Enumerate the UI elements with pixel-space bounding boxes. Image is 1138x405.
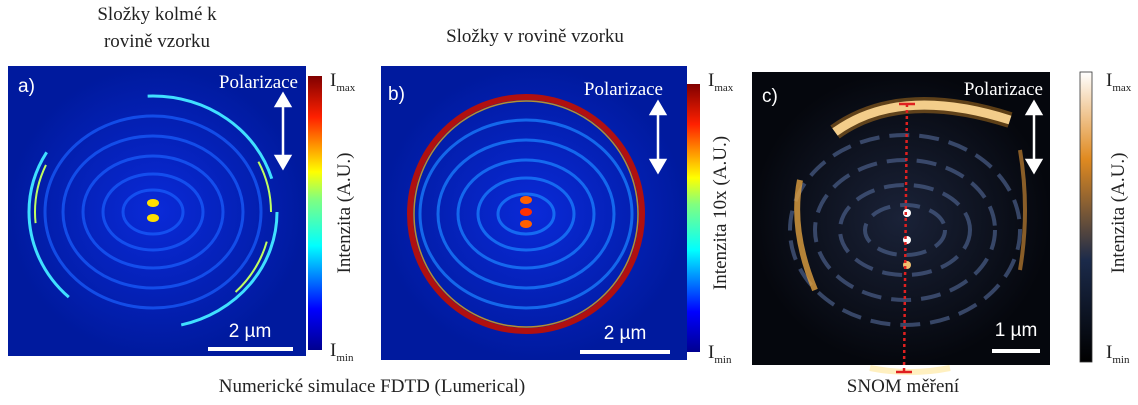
panel-a-image — [8, 66, 306, 356]
text-part: I — [330, 70, 336, 91]
panel-c-image — [752, 72, 1050, 375]
scalebar — [208, 347, 293, 351]
text-part: max — [336, 82, 355, 94]
polarization-label: Polarizace — [584, 79, 663, 100]
scalebar-label: 2 µm — [604, 323, 647, 344]
scalebar-label: 2 µm — [229, 321, 272, 342]
colorbar-title: Intenzita (A.U.) — [334, 153, 355, 274]
caption: SNOM měření — [847, 376, 960, 397]
polarization-label: Polarizace — [219, 72, 298, 93]
text-part: min — [336, 352, 354, 364]
colorbar-max: Imax — [330, 70, 356, 94]
colorbar-title: Intenzita 10x (A.U.) — [710, 136, 731, 290]
panel-b-image — [381, 66, 687, 360]
colorbar — [687, 84, 700, 352]
text-part: max — [714, 82, 733, 94]
panel-label: a) — [18, 76, 35, 97]
polarization-arrow — [648, 99, 668, 175]
panel-label: c) — [762, 86, 778, 107]
panel-title: Složky v rovině vzorku — [446, 26, 624, 47]
scalebar — [992, 349, 1040, 353]
panel-label: b) — [388, 84, 405, 105]
text-part: I — [1106, 342, 1112, 363]
text-part: min — [1112, 354, 1130, 366]
colorbar-title: Intenzita (A.U.) — [1108, 153, 1129, 274]
text-part: min — [714, 354, 732, 366]
colorbar — [308, 76, 322, 350]
polarization-arrow — [273, 91, 293, 171]
polarization-label: Polarizace — [964, 79, 1043, 100]
colorbar-max: Imax — [708, 70, 734, 94]
polarization-arrow — [1024, 99, 1044, 175]
panel-title: rovině vzorku — [104, 31, 211, 52]
text-part: I — [708, 70, 714, 91]
text-part: I — [1106, 70, 1112, 91]
scalebar-label: 1 µm — [995, 320, 1038, 341]
colorbar-max: Imax — [1106, 70, 1132, 94]
colorbar-min: Imin — [1106, 342, 1130, 366]
colorbar — [1079, 71, 1093, 363]
text-part: I — [330, 340, 336, 361]
text-part: max — [1112, 82, 1131, 94]
text-part: I — [708, 342, 714, 363]
colorbar-min: Imin — [330, 340, 354, 364]
colorbar-min: Imin — [708, 342, 732, 366]
scalebar — [580, 350, 670, 354]
panel-title: Složky kolmé k — [97, 4, 217, 25]
caption: Numerické simulace FDTD (Lumerical) — [219, 376, 526, 397]
